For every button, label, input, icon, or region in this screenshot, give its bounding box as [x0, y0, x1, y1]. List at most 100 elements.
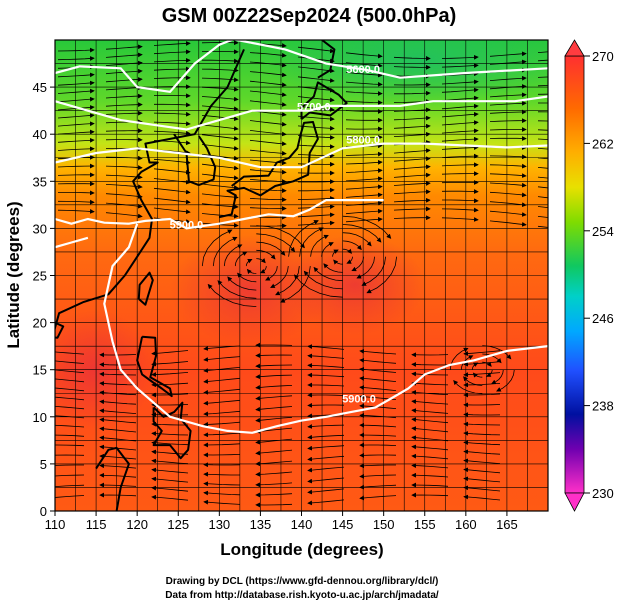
streamline: [359, 495, 397, 501]
y-tick-label: 45: [33, 80, 47, 95]
streamline: [201, 134, 239, 141]
streamline: [293, 274, 343, 298]
streamline: [55, 360, 85, 364]
coastline-segment: [95, 446, 130, 511]
streamline: [153, 57, 191, 63]
streamline: [537, 157, 548, 160]
streamline: [55, 415, 85, 419]
streamline: [256, 258, 266, 264]
streamline: [55, 369, 85, 374]
streamline: [99, 463, 137, 469]
y-tick-label: 40: [33, 127, 47, 142]
streamline: [307, 424, 345, 429]
streamline: [99, 453, 137, 460]
streamline: [441, 162, 479, 168]
streamline: [99, 482, 137, 488]
streamline: [203, 481, 241, 487]
streamline: [297, 135, 335, 140]
streamline: [201, 115, 239, 122]
streamline: [345, 100, 383, 105]
streamline: [537, 186, 548, 189]
streamline: [489, 154, 527, 160]
y-axis-label: Latitude (degrees): [4, 201, 23, 348]
streamline: [307, 434, 345, 440]
streamline: [345, 208, 383, 215]
streamline: [105, 60, 143, 66]
streamline: [393, 156, 431, 162]
streamline: [255, 406, 293, 412]
streamline: [441, 153, 479, 159]
contour-label: 5900.0: [342, 394, 376, 406]
streamline: [57, 121, 95, 127]
streamline: [463, 402, 501, 408]
streamline: [411, 482, 449, 488]
x-axis-ticks: 110 115 120 125 130 135 140 145 150 155 160 165: [45, 511, 518, 532]
streamline: [203, 399, 241, 406]
streamline: [441, 128, 479, 134]
streamline: [307, 488, 345, 495]
streamline: [537, 76, 548, 78]
streamline: [203, 367, 241, 373]
streamline: [393, 164, 431, 170]
streamline: [249, 120, 287, 127]
streamline: [255, 395, 293, 401]
streamline: [411, 362, 449, 367]
streamline: [482, 361, 492, 367]
streamline: [55, 444, 85, 447]
streamline: [270, 266, 289, 288]
streamline: [537, 196, 548, 199]
streamline: [411, 380, 449, 386]
streamline: [154, 102, 191, 108]
streamline: [411, 492, 449, 498]
streamline: [58, 190, 95, 196]
streamline: [201, 229, 233, 267]
streamline: [57, 199, 95, 205]
streamline: [105, 44, 143, 50]
streamline: [246, 268, 257, 275]
coastline-segment: [300, 81, 348, 120]
streamline: [489, 163, 527, 169]
streamline: [463, 431, 501, 436]
streamline: [201, 203, 239, 210]
colorbar: 270 262 254 246 238 230: [564, 39, 614, 512]
streamline: [202, 49, 239, 55]
streamline: [359, 413, 397, 419]
chart-title: GSM 00Z22Sep2024 (500.0hPa): [162, 5, 457, 27]
streamline: [105, 193, 143, 199]
streamline: [153, 75, 191, 81]
streamline: [249, 100, 287, 107]
coastline-segment: [55, 321, 65, 339]
streamline: [393, 123, 431, 129]
streamline: [307, 372, 345, 378]
streamline: [255, 385, 293, 390]
contour-line: [55, 199, 384, 230]
streamline: [255, 482, 293, 488]
x-axis-label: Longitude (degrees): [220, 540, 383, 559]
streamline: [342, 232, 372, 247]
contour-line: [103, 223, 548, 434]
streamline: [537, 129, 548, 131]
streamline: [307, 499, 345, 506]
streamline: [99, 390, 137, 396]
y-tick-label: 20: [33, 316, 47, 331]
x-tick-label: 135: [250, 517, 272, 532]
streamline: [201, 222, 239, 228]
streamline: [359, 432, 397, 438]
streamline: [57, 96, 95, 103]
streamline: [489, 59, 527, 65]
streamline: [203, 499, 241, 505]
colorbar-scale: [564, 55, 585, 494]
streamline: [201, 105, 239, 112]
streamline: [441, 87, 479, 93]
streamline: [57, 56, 95, 61]
streamline: [346, 256, 353, 264]
streamline: [153, 130, 191, 136]
y-tick-label: 25: [33, 269, 47, 284]
warm-core-west: [170, 235, 330, 345]
north-green-patch: [260, 40, 548, 105]
streamline: [55, 405, 85, 410]
streamline: [297, 204, 335, 210]
warm-core-east: [285, 235, 425, 335]
streamline: [345, 168, 383, 173]
streamline: [463, 494, 501, 501]
